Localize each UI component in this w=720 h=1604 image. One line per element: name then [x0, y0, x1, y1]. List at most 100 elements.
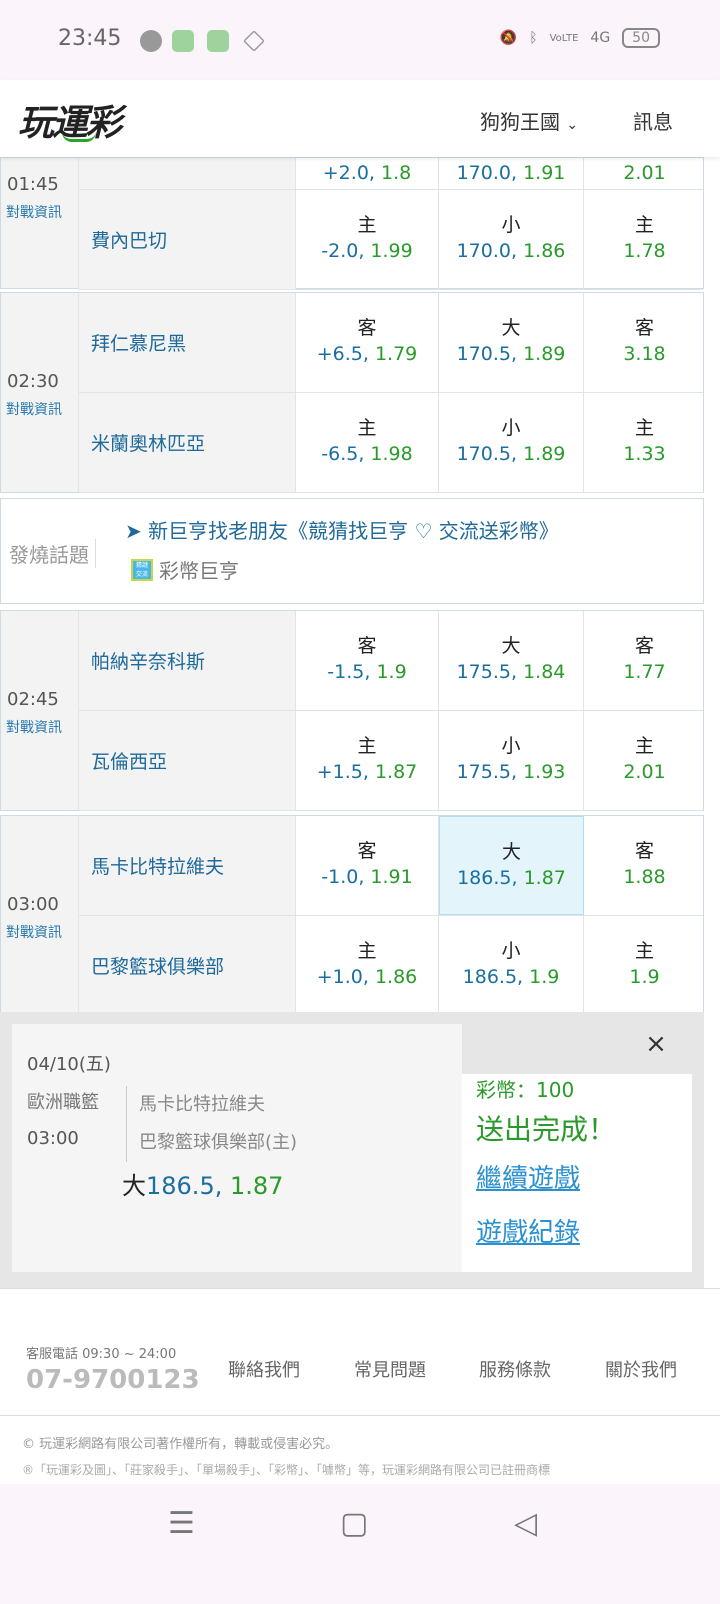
moneyline-odds: 3.18: [623, 343, 666, 365]
team-name[interactable]: 馬卡比特拉維夫: [79, 816, 296, 915]
spread-cell[interactable]: 客 -1.0, 1.91: [296, 816, 439, 915]
total-cell[interactable]: 大 170.5, 1.89: [439, 293, 584, 392]
table-row: 費內巴切 主 -2.0, 1.99 小 170.0, 1.86 主 1.78: [79, 190, 703, 290]
pick-label: 大: [122, 1172, 146, 1200]
spread-cell[interactable]: 主 -6.5, 1.98: [296, 393, 439, 492]
spread-cell[interactable]: 主 +1.0, 1.86: [296, 916, 439, 1015]
android-nav-bar: ☰ ▢ ◁: [0, 1484, 720, 1604]
total-value: 170.5: [456, 343, 511, 365]
clock: 23:45: [58, 26, 122, 51]
pick-value: 186.5: [146, 1172, 215, 1200]
table-row: 米蘭奧林匹亞 主 -6.5, 1.98 小 170.5, 1.89 主 1.33: [79, 393, 703, 493]
mute-icon: 🔕: [499, 30, 518, 46]
spread-cell[interactable]: 主 -2.0, 1.99: [296, 190, 439, 289]
team-name[interactable]: 拜仁慕尼黑: [79, 293, 296, 392]
table-row: 帕納辛奈科斯 客 -1.5, 1.9 大 175.5, 1.84 客 1.77: [79, 611, 703, 711]
spread-odds: 1.87: [374, 761, 418, 783]
game-history-link[interactable]: 遊戲紀錄: [476, 1218, 581, 1248]
matchup-info-link[interactable]: 對戰資訊: [6, 720, 62, 736]
moneyline-cell[interactable]: 主 1.9: [584, 916, 705, 1015]
separator: ,: [358, 866, 371, 888]
moneyline-odds: 2.01: [623, 761, 666, 783]
footer-link-faq[interactable]: 常見問題: [354, 1360, 426, 1381]
separator: ,: [358, 240, 371, 262]
game-block: 02:30 對戰資訊 拜仁慕尼黑 客 +6.5, 1.79 大 170.5, 1.89…: [0, 292, 704, 493]
moneyline-cell[interactable]: 客 1.77: [584, 611, 705, 710]
user-menu[interactable]: 狗狗王國 ⌄: [480, 106, 578, 135]
hot-topic-author[interactable]: 猜謎 交流 彩幣巨亨: [131, 555, 239, 584]
total-cell[interactable]: 大 186.5, 1.87: [439, 816, 584, 915]
total-cell[interactable]: 170.0, 1.91: [439, 158, 584, 189]
total-cell[interactable]: 小 170.5, 1.89: [439, 393, 584, 492]
moneyline-cell[interactable]: 主 1.33: [584, 393, 705, 492]
spread-odds: 1.98: [370, 443, 413, 465]
spread-odds: 1.8: [381, 162, 412, 184]
moneyline-cell[interactable]: 主 2.01: [584, 711, 705, 810]
ticket-home-team: 巴黎籃球俱樂部(主): [139, 1132, 298, 1153]
service-phone[interactable]: 07-9700123: [26, 1365, 200, 1395]
side-label: 主: [634, 735, 654, 757]
total-value: 175.5: [456, 761, 511, 783]
total-value: 170.0: [456, 240, 511, 262]
matchup-info-link[interactable]: 對戰資訊: [6, 925, 62, 941]
side-label: 客: [634, 635, 654, 657]
matchup-info-link[interactable]: 對戰資訊: [6, 205, 62, 221]
separator: ,: [511, 343, 524, 365]
continue-game-link[interactable]: 繼續遊戲: [476, 1164, 581, 1194]
footer-link-about[interactable]: 關於我們: [605, 1360, 677, 1381]
chevron-down-icon: ⌄: [566, 117, 579, 133]
ticket-pick: 大186.5, 1.87: [122, 1166, 283, 1201]
moneyline-cell[interactable]: 客 3.18: [584, 293, 705, 392]
team-name[interactable]: [79, 158, 296, 189]
team-name[interactable]: 帕納辛奈科斯: [79, 611, 296, 710]
game-time: 03:00: [7, 894, 59, 915]
spread-odds: 1.99: [370, 240, 413, 262]
over-under-label: 大: [501, 841, 521, 863]
moneyline-odds: 1.33: [623, 443, 666, 465]
total-value: 170.5: [456, 443, 511, 465]
total-cell[interactable]: 小 186.5, 1.9: [439, 916, 584, 1015]
spread-cell[interactable]: 客 +6.5, 1.79: [296, 293, 439, 392]
close-button[interactable]: ×: [620, 1024, 692, 1074]
footer-link-terms[interactable]: 服務條款: [479, 1360, 551, 1381]
separator: ,: [517, 966, 530, 988]
matchup-info-link[interactable]: 對戰資訊: [6, 402, 62, 418]
back-icon[interactable]: ◁: [514, 1506, 538, 1541]
spread-value: -1.0: [321, 866, 359, 888]
side-label: 主: [357, 214, 377, 236]
separator: ,: [358, 443, 371, 465]
total-cell[interactable]: 小 170.0, 1.86: [439, 190, 584, 289]
separator: ,: [362, 343, 375, 365]
messages-link[interactable]: 訊息: [633, 110, 673, 134]
footer-link-contact[interactable]: 聯絡我們: [228, 1360, 300, 1381]
team-name[interactable]: 瓦倫西亞: [79, 711, 296, 810]
total-cell[interactable]: 小 175.5, 1.93: [439, 711, 584, 810]
home-icon[interactable]: ▢: [340, 1506, 369, 1541]
moneyline-cell[interactable]: 主 1.78: [584, 190, 705, 289]
footer: 客服電話 09:30 ~ 24:00 07-9700123 聯絡我們 常見問題 …: [0, 1288, 720, 1484]
spread-cell[interactable]: 客 -1.5, 1.9: [296, 611, 439, 710]
spread-odds: 1.79: [374, 343, 418, 365]
ticket-time: 03:00: [27, 1128, 79, 1149]
side-label: 主: [634, 417, 654, 439]
table-row: 瓦倫西亞 主 +1.5, 1.87 小 175.5, 1.93 主 2.01: [79, 711, 703, 811]
over-under-label: 大: [501, 635, 521, 657]
total-odds: 1.89: [523, 443, 566, 465]
moneyline-cell[interactable]: 2.01: [584, 158, 705, 189]
moneyline-cell[interactable]: 客 1.88: [584, 816, 705, 915]
hot-topic-link[interactable]: ➤ 新巨亨找老朋友《競猜找巨亨 ♡ 交流送彩幣》: [125, 515, 559, 544]
logo-swoosh: [62, 132, 96, 142]
spread-cell[interactable]: 主 +1.5, 1.87: [296, 711, 439, 810]
total-cell[interactable]: 大 175.5, 1.84: [439, 611, 584, 710]
spread-cell[interactable]: +2.0, 1.8: [296, 158, 439, 189]
spread-odds: 1.86: [374, 966, 418, 988]
team-name[interactable]: 巴黎籃球俱樂部: [79, 916, 296, 1015]
game-time: 02:30: [7, 371, 59, 392]
site-header: 玩運彩 狗狗王國 ⌄ 訊息: [0, 80, 720, 157]
side-label: 客: [634, 317, 654, 339]
menu-icon[interactable]: ☰: [168, 1506, 195, 1541]
team-name[interactable]: 米蘭奧林匹亞: [79, 393, 296, 492]
team-name[interactable]: 費內巴切: [79, 190, 296, 289]
spread-value: +1.0: [316, 966, 363, 988]
total-odds: 1.9: [529, 966, 560, 988]
